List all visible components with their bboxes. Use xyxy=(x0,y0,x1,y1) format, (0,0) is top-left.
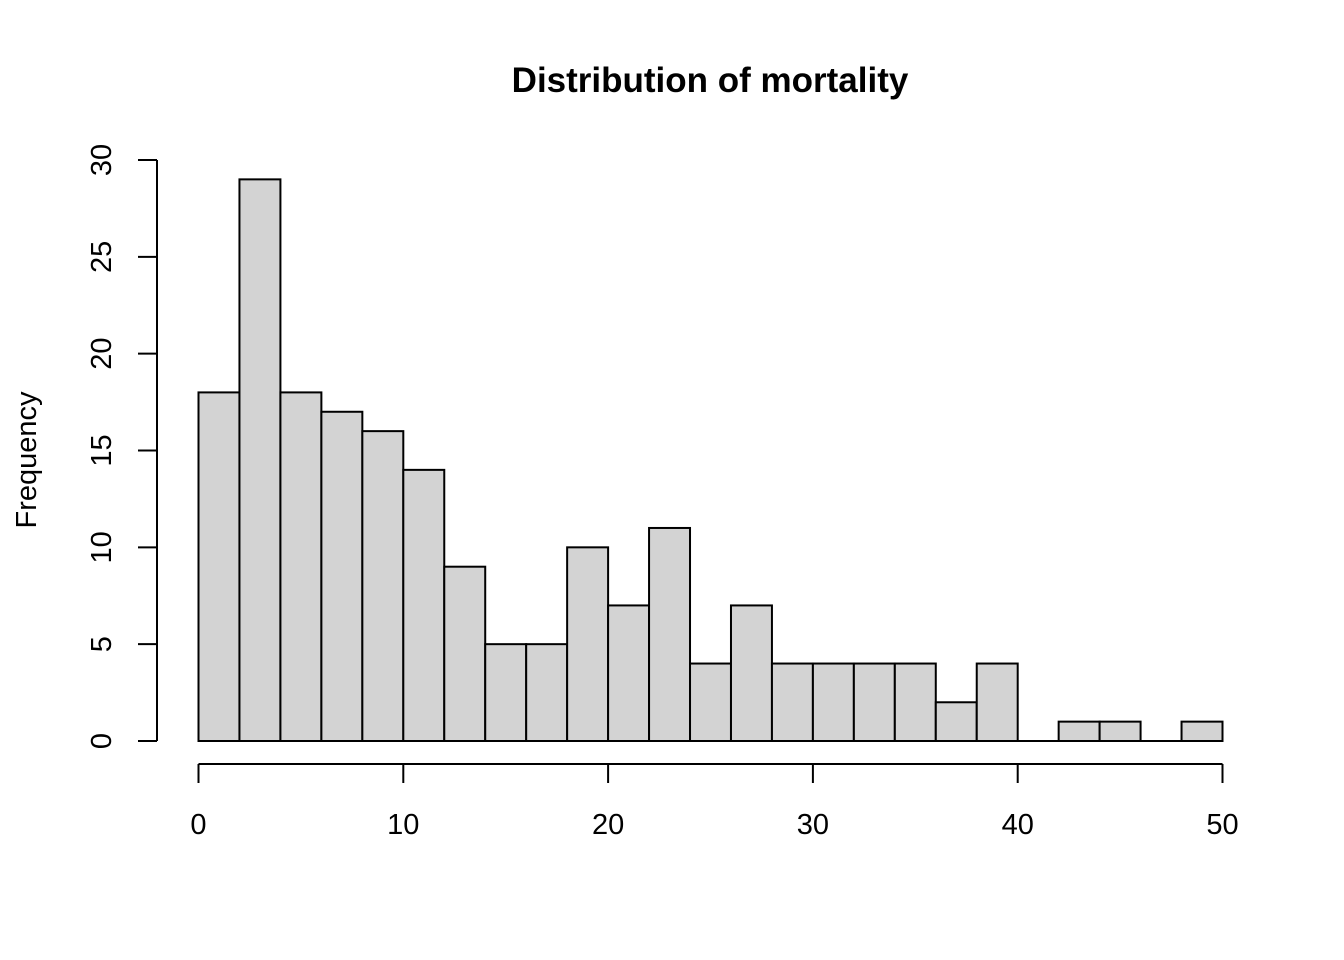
histogram-bar xyxy=(934,701,978,742)
chart-title: Distribution of mortality xyxy=(512,61,909,100)
histogram-bar xyxy=(361,430,405,742)
y-tick-label: 30 xyxy=(86,144,118,176)
histogram-bar xyxy=(320,410,364,742)
histogram-bar xyxy=(484,643,528,743)
histogram-bar xyxy=(279,391,323,742)
x-tick-label: 30 xyxy=(797,809,829,841)
y-tick-label: 0 xyxy=(86,733,118,749)
y-axis: 0 5 10 15 20 25 30 xyxy=(86,144,158,749)
histogram-bar xyxy=(893,662,937,742)
histogram-bar xyxy=(443,565,487,743)
histogram-bar xyxy=(689,662,732,742)
y-tick-label: 10 xyxy=(86,531,118,563)
y-axis-label: Frequency xyxy=(11,391,43,529)
histogram-bar xyxy=(197,391,241,742)
histogram-bar xyxy=(648,526,692,743)
x-tick-label: 0 xyxy=(190,809,206,841)
histogram-bar xyxy=(770,662,814,742)
bars-group xyxy=(197,178,1224,743)
histogram-bar xyxy=(238,178,282,743)
histogram-bar xyxy=(852,662,896,742)
histogram-bar xyxy=(525,643,569,743)
x-tick-label: 20 xyxy=(592,809,624,841)
y-tick-label: 25 xyxy=(86,241,118,273)
histogram-bar xyxy=(402,468,446,742)
y-tick-label: 20 xyxy=(86,338,118,370)
histogram-bar xyxy=(975,662,1019,742)
x-tick-label: 40 xyxy=(1002,809,1034,841)
histogram-bar xyxy=(1057,720,1101,743)
histogram-bar xyxy=(1180,720,1224,743)
x-tick-label: 10 xyxy=(387,809,419,841)
y-tick-label: 5 xyxy=(86,636,118,652)
histogram-bar xyxy=(729,604,773,743)
histogram-bar xyxy=(811,662,855,742)
x-axis: 0 10 20 30 40 50 xyxy=(190,763,1239,841)
histogram-bar xyxy=(566,546,610,742)
histogram-bar xyxy=(1098,720,1142,743)
x-tick-label: 50 xyxy=(1206,809,1238,841)
histogram-bar xyxy=(607,604,651,743)
y-tick-label: 15 xyxy=(86,434,118,466)
